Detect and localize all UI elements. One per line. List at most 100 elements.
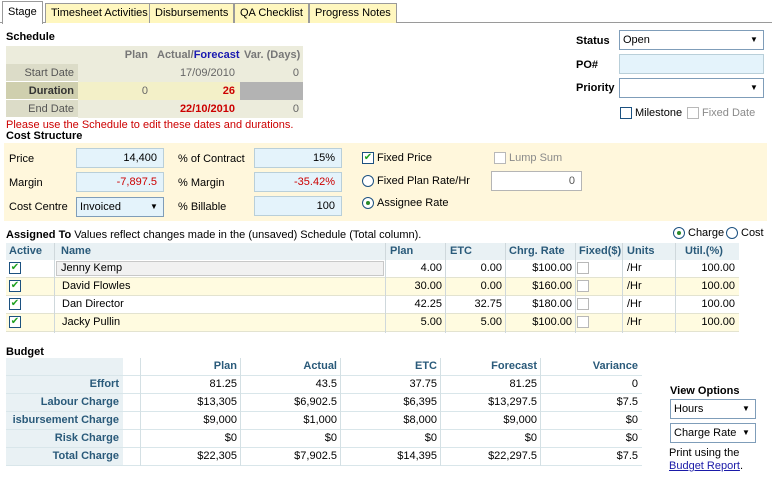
budget-cell: $7.5 — [616, 450, 638, 462]
view-mode-select[interactable]: Hours ▼ — [670, 399, 756, 419]
budget-col-etc: ETC — [415, 360, 437, 372]
status-value: Open — [623, 34, 650, 46]
pct-contract-label: % of Contract — [178, 153, 245, 165]
col-charge-rate: Chrg. Rate — [509, 245, 565, 257]
price-input[interactable]: 14,400 — [76, 148, 164, 168]
budget-cell: $22,305 — [197, 450, 237, 462]
margin-value: -7,897.5 — [76, 172, 164, 192]
schedule-col-actual-forecast: Actual/Forecast — [157, 49, 240, 61]
budget-heading: Budget — [6, 346, 44, 358]
charge-radio[interactable] — [673, 227, 685, 239]
assignee-name[interactable]: Dan Director — [62, 298, 124, 310]
budget-report-link[interactable]: Budget Report — [669, 460, 740, 472]
rate-type-value: Charge Rate — [674, 427, 737, 439]
budget-cell: $0 — [224, 432, 237, 444]
column-divider — [240, 358, 241, 466]
budget-cell: $0 — [625, 414, 638, 426]
view-mode-value: Hours — [674, 403, 704, 415]
pct-margin-value: -35.42% — [254, 172, 342, 192]
fixed-checkbox[interactable] — [577, 280, 589, 292]
column-divider — [540, 358, 541, 466]
schedule-col-plan: Plan — [124, 49, 148, 61]
price-label: Price — [9, 153, 35, 165]
budget-row-label: isbursement Charge — [6, 412, 123, 429]
fixed-checkbox[interactable] — [577, 262, 589, 274]
budget-row-total-charge: Total Charge $22,305 $7,902.5 $14,395 $2… — [6, 448, 642, 466]
active-checkbox[interactable]: ✔ — [9, 262, 21, 274]
po-input[interactable] — [619, 54, 764, 74]
schedule-row-duration: Duration 0 26 — [6, 82, 303, 100]
tab-stage[interactable]: Stage — [2, 1, 43, 24]
assignee-units: /Hr — [627, 298, 642, 310]
active-checkbox[interactable]: ✔ — [9, 316, 21, 328]
print-text: Print using the — [669, 447, 740, 459]
budget-cell: $0 — [625, 432, 638, 444]
chevron-down-icon: ▼ — [742, 428, 750, 437]
fixed-checkbox[interactable] — [577, 298, 589, 310]
lump-sum-checkbox[interactable] — [494, 152, 506, 164]
budget-row-effort: Effort 81.25 43.5 37.75 81.25 0 — [6, 376, 642, 394]
cost-radio[interactable] — [726, 227, 738, 239]
assignee-units: /Hr — [627, 262, 642, 274]
tab-timesheet-activities[interactable]: Timesheet Activities — [45, 3, 154, 23]
cost-centre-select[interactable]: Invoiced ▼ — [76, 197, 164, 217]
column-divider — [505, 243, 506, 333]
col-name: Name — [61, 245, 91, 257]
assignee-name[interactable]: Jacky Pullin — [62, 316, 121, 328]
fixed-price-checkbox[interactable]: ✔ — [362, 152, 374, 164]
table-row: ✔ David Flowles 30.00 0.00 $160.00 /Hr 1… — [6, 278, 739, 296]
assignee-units: /Hr — [627, 316, 642, 328]
rate-type-select[interactable]: Charge Rate ▼ — [670, 423, 756, 443]
col-fixed: Fixed($) — [579, 245, 622, 257]
status-label: Status — [576, 35, 610, 47]
fixed-checkbox[interactable] — [577, 316, 589, 328]
active-checkbox[interactable]: ✔ — [9, 298, 21, 310]
budget-col-forecast: Forecast — [491, 360, 537, 372]
milestone-label: Milestone — [635, 107, 683, 119]
budget-cell: 43.5 — [315, 378, 337, 390]
view-options-heading: View Options — [670, 385, 740, 397]
budget-cell: $0 — [424, 432, 437, 444]
chevron-down-icon: ▼ — [150, 202, 158, 211]
assignee-plan: 4.00 — [420, 262, 442, 274]
budget-cell: $0 — [324, 432, 337, 444]
budget-cell: 81.25 — [209, 378, 237, 390]
assignee-rate-label: Assignee Rate — [377, 197, 449, 209]
budget-row-label: Risk Charge — [6, 430, 123, 447]
fixed-plan-rate-input[interactable]: 0 — [491, 171, 582, 191]
table-row: ✔ Jenny Kemp 4.00 0.00 $100.00 /Hr 100.0… — [6, 260, 739, 278]
assigned-heading: Assigned To — [6, 229, 72, 241]
status-select[interactable]: Open ▼ — [619, 30, 764, 50]
tab-disbursements[interactable]: Disbursements — [149, 3, 235, 23]
col-active: Active — [9, 245, 43, 257]
tab-qa-checklist[interactable]: QA Checklist — [234, 3, 309, 23]
col-etc: ETC — [450, 245, 472, 257]
schedule-header-row: Plan Actual/Forecast Var. (Days) — [6, 46, 303, 64]
budget-col-variance: Variance — [592, 360, 638, 372]
start-date-actual: 17/09/2010 — [179, 67, 235, 79]
pct-billable-label: % Billable — [178, 201, 227, 213]
active-checkbox[interactable]: ✔ — [9, 280, 21, 292]
assignee-name[interactable]: David Flowles — [62, 280, 131, 292]
pct-billable-input[interactable]: 100 — [254, 196, 342, 216]
assignee-rate-radio[interactable] — [362, 197, 374, 209]
tab-progress-notes[interactable]: Progress Notes — [309, 3, 397, 23]
milestone-checkbox[interactable] — [620, 107, 632, 119]
budget-row-label: Effort — [6, 376, 123, 393]
priority-select[interactable]: ▼ — [619, 78, 764, 98]
assignee-rate: $100.00 — [532, 316, 572, 328]
assignee-plan: 5.00 — [420, 316, 442, 328]
assignee-name[interactable]: Jenny Kemp — [56, 261, 384, 276]
fixed-date-checkbox[interactable] — [687, 107, 699, 119]
budget-cell: $9,000 — [503, 414, 537, 426]
budget-header-row: Plan Actual ETC Forecast Variance — [6, 358, 642, 376]
budget-row-labour-charge: Labour Charge $13,305 $6,902.5 $6,395 $1… — [6, 394, 642, 412]
budget-cell: 0 — [631, 378, 638, 390]
fixed-plan-rate-radio[interactable] — [362, 175, 374, 187]
assignee-etc: 0.00 — [480, 280, 502, 292]
budget-row-disbursement-charge: isbursement Charge $9,000 $1,000 $8,000 … — [6, 412, 642, 430]
end-date-plan — [79, 100, 152, 118]
chevron-down-icon: ▼ — [750, 83, 758, 92]
budget-cell: $0 — [524, 432, 537, 444]
chevron-down-icon: ▼ — [742, 404, 750, 413]
